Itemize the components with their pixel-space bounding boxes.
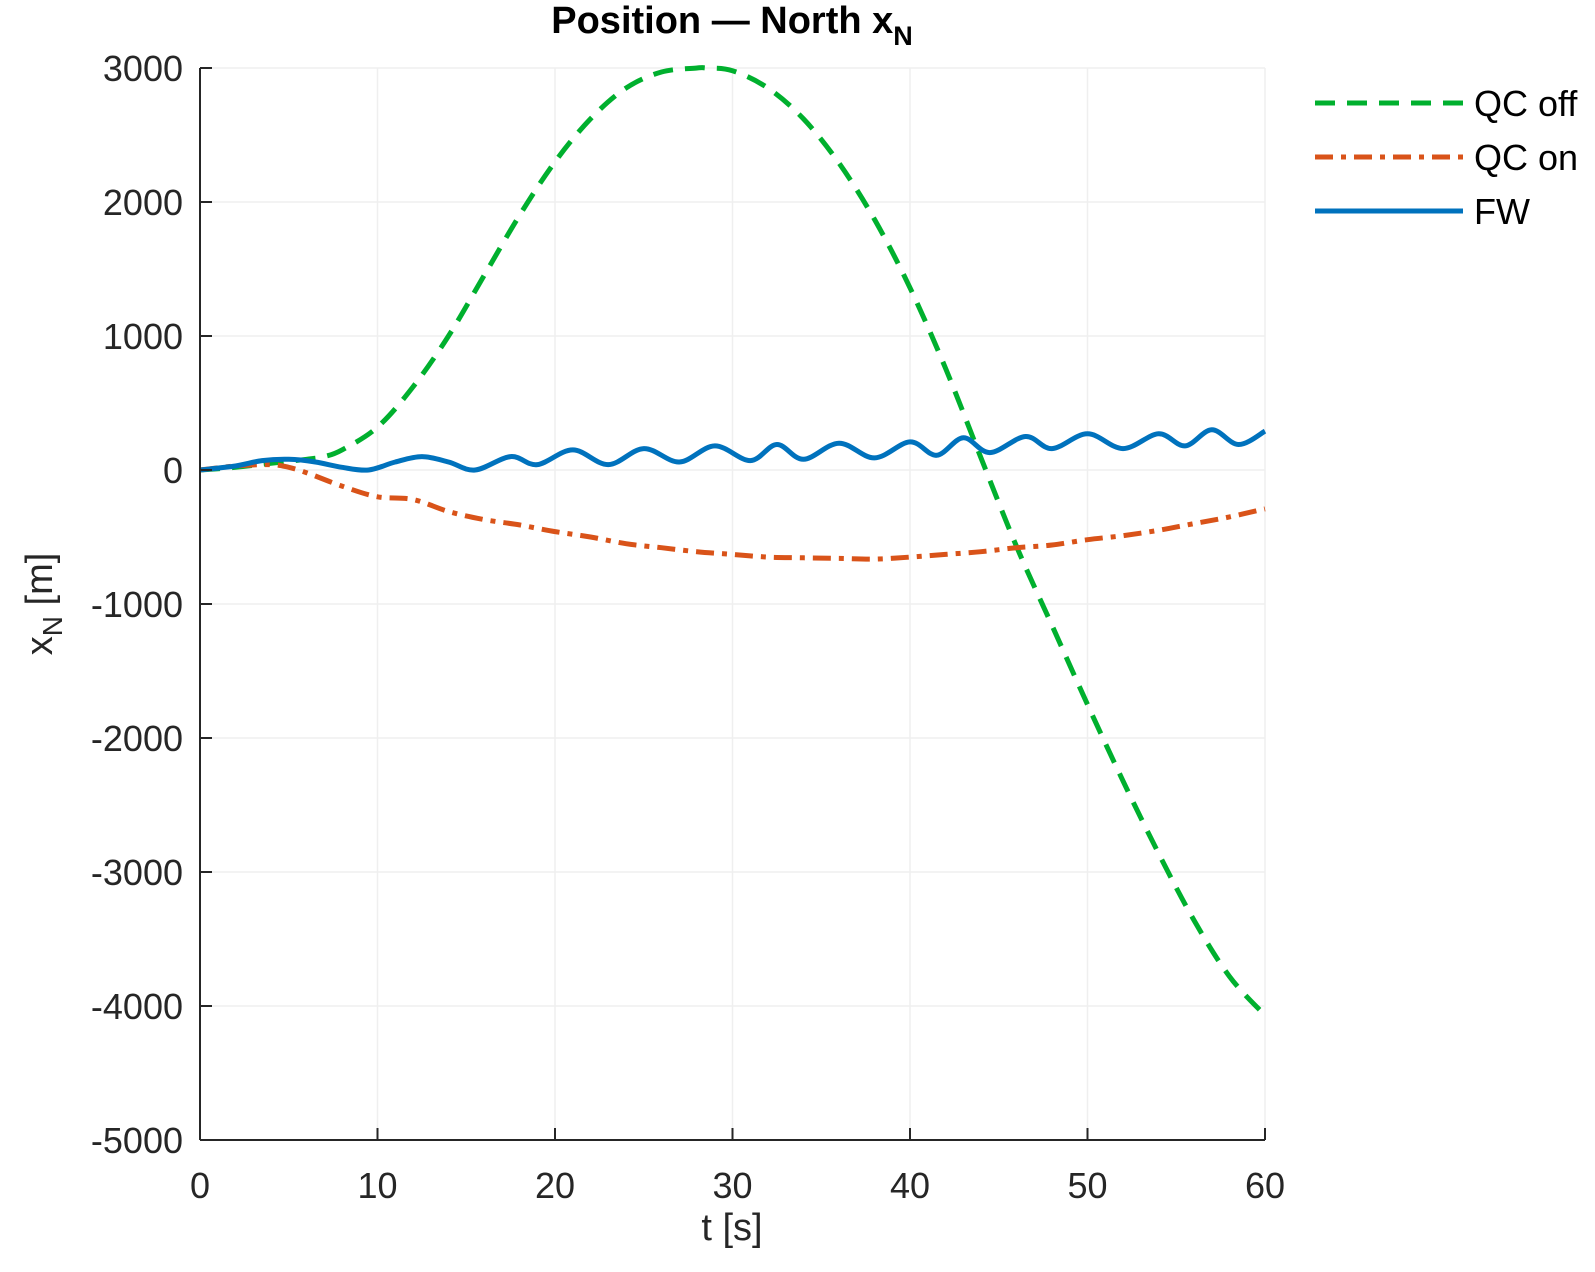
legend-label: FW — [1474, 191, 1530, 232]
x-axis-label: t [s] — [701, 1207, 762, 1249]
grid — [199, 67, 1266, 1141]
y-tick-label: -5000 — [91, 1120, 183, 1161]
y-tick-label: -1000 — [91, 584, 183, 625]
legend: QC off QC on FW — [1315, 83, 1578, 232]
series-layer — [199, 65, 1267, 1018]
y-tick-label: 3000 — [103, 48, 183, 89]
x-tick-label: 30 — [712, 1165, 752, 1206]
y-tick-label: -3000 — [91, 852, 183, 893]
tick-labels: 0 10 20 30 40 50 60 3000 2000 1000 0 -1000 -2000 -300… — [91, 48, 1285, 1206]
y-tick-label: -4000 — [91, 986, 183, 1027]
x-tick-label: 0 — [190, 1165, 210, 1206]
y-axis-label-unit: [m] — [19, 553, 61, 616]
y-tick-label: -2000 — [91, 718, 183, 759]
x-tick-label: 60 — [1245, 1165, 1285, 1206]
legend-label: QC off — [1474, 83, 1578, 124]
x-tick-label: 10 — [357, 1165, 397, 1206]
chart-title-subscript: N — [893, 21, 913, 51]
y-tick-label: 1000 — [103, 316, 183, 357]
axes — [199, 67, 1266, 1141]
y-tick-label: 0 — [163, 450, 183, 491]
chart-title: Position — North xN — [551, 0, 913, 51]
y-axis-label-subscript: N — [37, 616, 68, 636]
series-line-fw — [199, 427, 1267, 473]
series-line-qc-off — [199, 65, 1267, 1018]
y-axis-label-main: x — [19, 636, 61, 655]
x-tick-label: 20 — [535, 1165, 575, 1206]
legend-label: QC on — [1474, 137, 1578, 178]
x-tick-label: 40 — [890, 1165, 930, 1206]
y-axis-label: xN [m] — [19, 553, 68, 656]
x-tick-label: 50 — [1067, 1165, 1107, 1206]
y-tick-label: 2000 — [103, 182, 183, 223]
chart-title-main: Position — North x — [551, 0, 893, 42]
